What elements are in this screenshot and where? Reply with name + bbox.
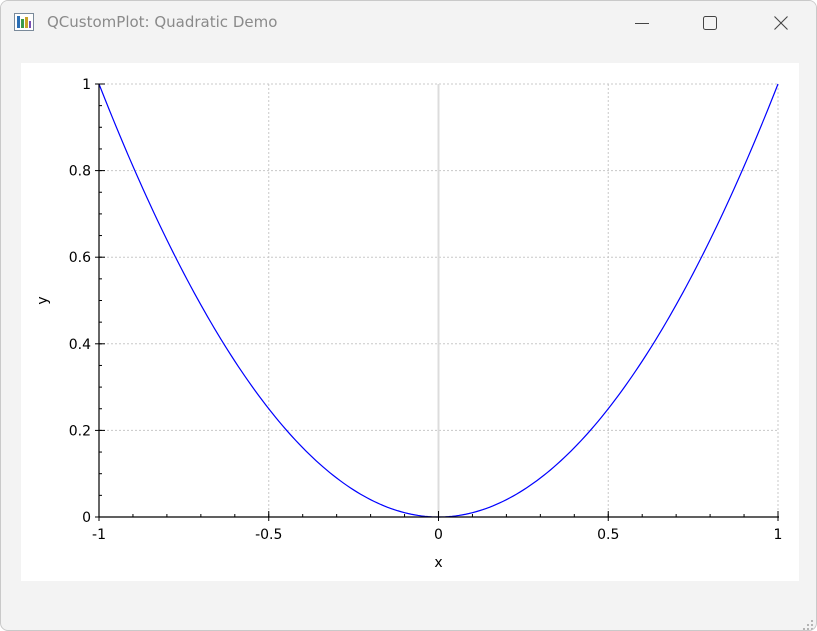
minimize-button[interactable] <box>619 1 665 45</box>
x-tick-label: -0.5 <box>255 527 282 543</box>
x-axis-label: x <box>434 555 442 571</box>
y-tick-label: 0.8 <box>69 164 91 180</box>
title-bar[interactable]: QCustomPlot: Quadratic Demo <box>1 1 816 45</box>
close-button[interactable] <box>758 1 804 45</box>
y-tick-label: 1 <box>82 77 91 93</box>
y-tick-label: 0.2 <box>69 423 91 439</box>
x-tick-label: 1 <box>774 527 783 543</box>
plot-area[interactable]: -1 -0.5 0 0.5 1 0 0.2 0.4 0.6 0.8 1 x y <box>21 63 799 581</box>
y-tick-label: 0.6 <box>69 250 91 266</box>
maximize-icon <box>703 16 717 30</box>
window-title: QCustomPlot: Quadratic Demo <box>47 13 278 31</box>
x-tick-label: -1 <box>92 527 106 543</box>
maximize-button[interactable] <box>687 1 733 45</box>
minimize-icon <box>635 23 649 24</box>
close-icon <box>774 16 788 30</box>
y-tick-label: 0.4 <box>69 337 91 353</box>
resize-grip-icon[interactable] <box>802 616 814 630</box>
x-tick-label: 0.5 <box>597 527 619 543</box>
y-tick-label: 0 <box>82 510 91 526</box>
x-tick-label: 0 <box>434 527 443 543</box>
chart: -1 -0.5 0 0.5 1 0 0.2 0.4 0.6 0.8 1 x y <box>35 77 783 571</box>
app-icon <box>14 13 34 31</box>
y-axis-label: y <box>35 296 51 304</box>
